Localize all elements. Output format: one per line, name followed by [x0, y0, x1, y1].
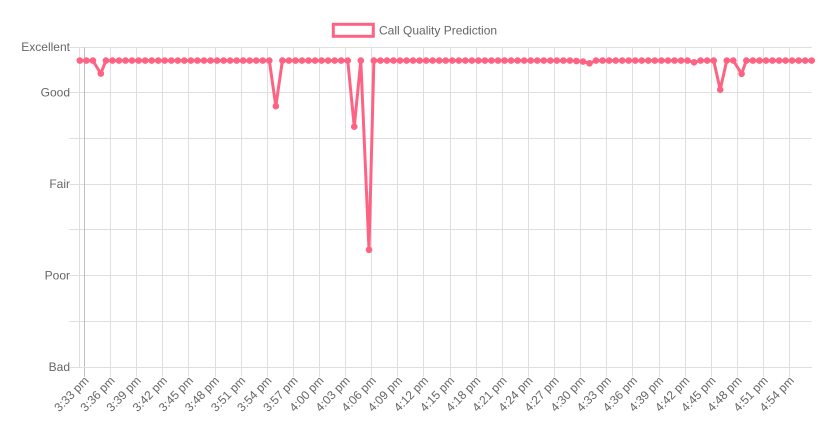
svg-text:Poor: Poor: [45, 269, 70, 283]
svg-text:Excellent: Excellent: [21, 40, 70, 54]
svg-text:Good: Good: [41, 86, 70, 100]
svg-text:Fair: Fair: [49, 177, 70, 191]
svg-text:Call Quality Prediction: Call Quality Prediction: [379, 23, 497, 37]
svg-text:Bad: Bad: [49, 360, 70, 374]
